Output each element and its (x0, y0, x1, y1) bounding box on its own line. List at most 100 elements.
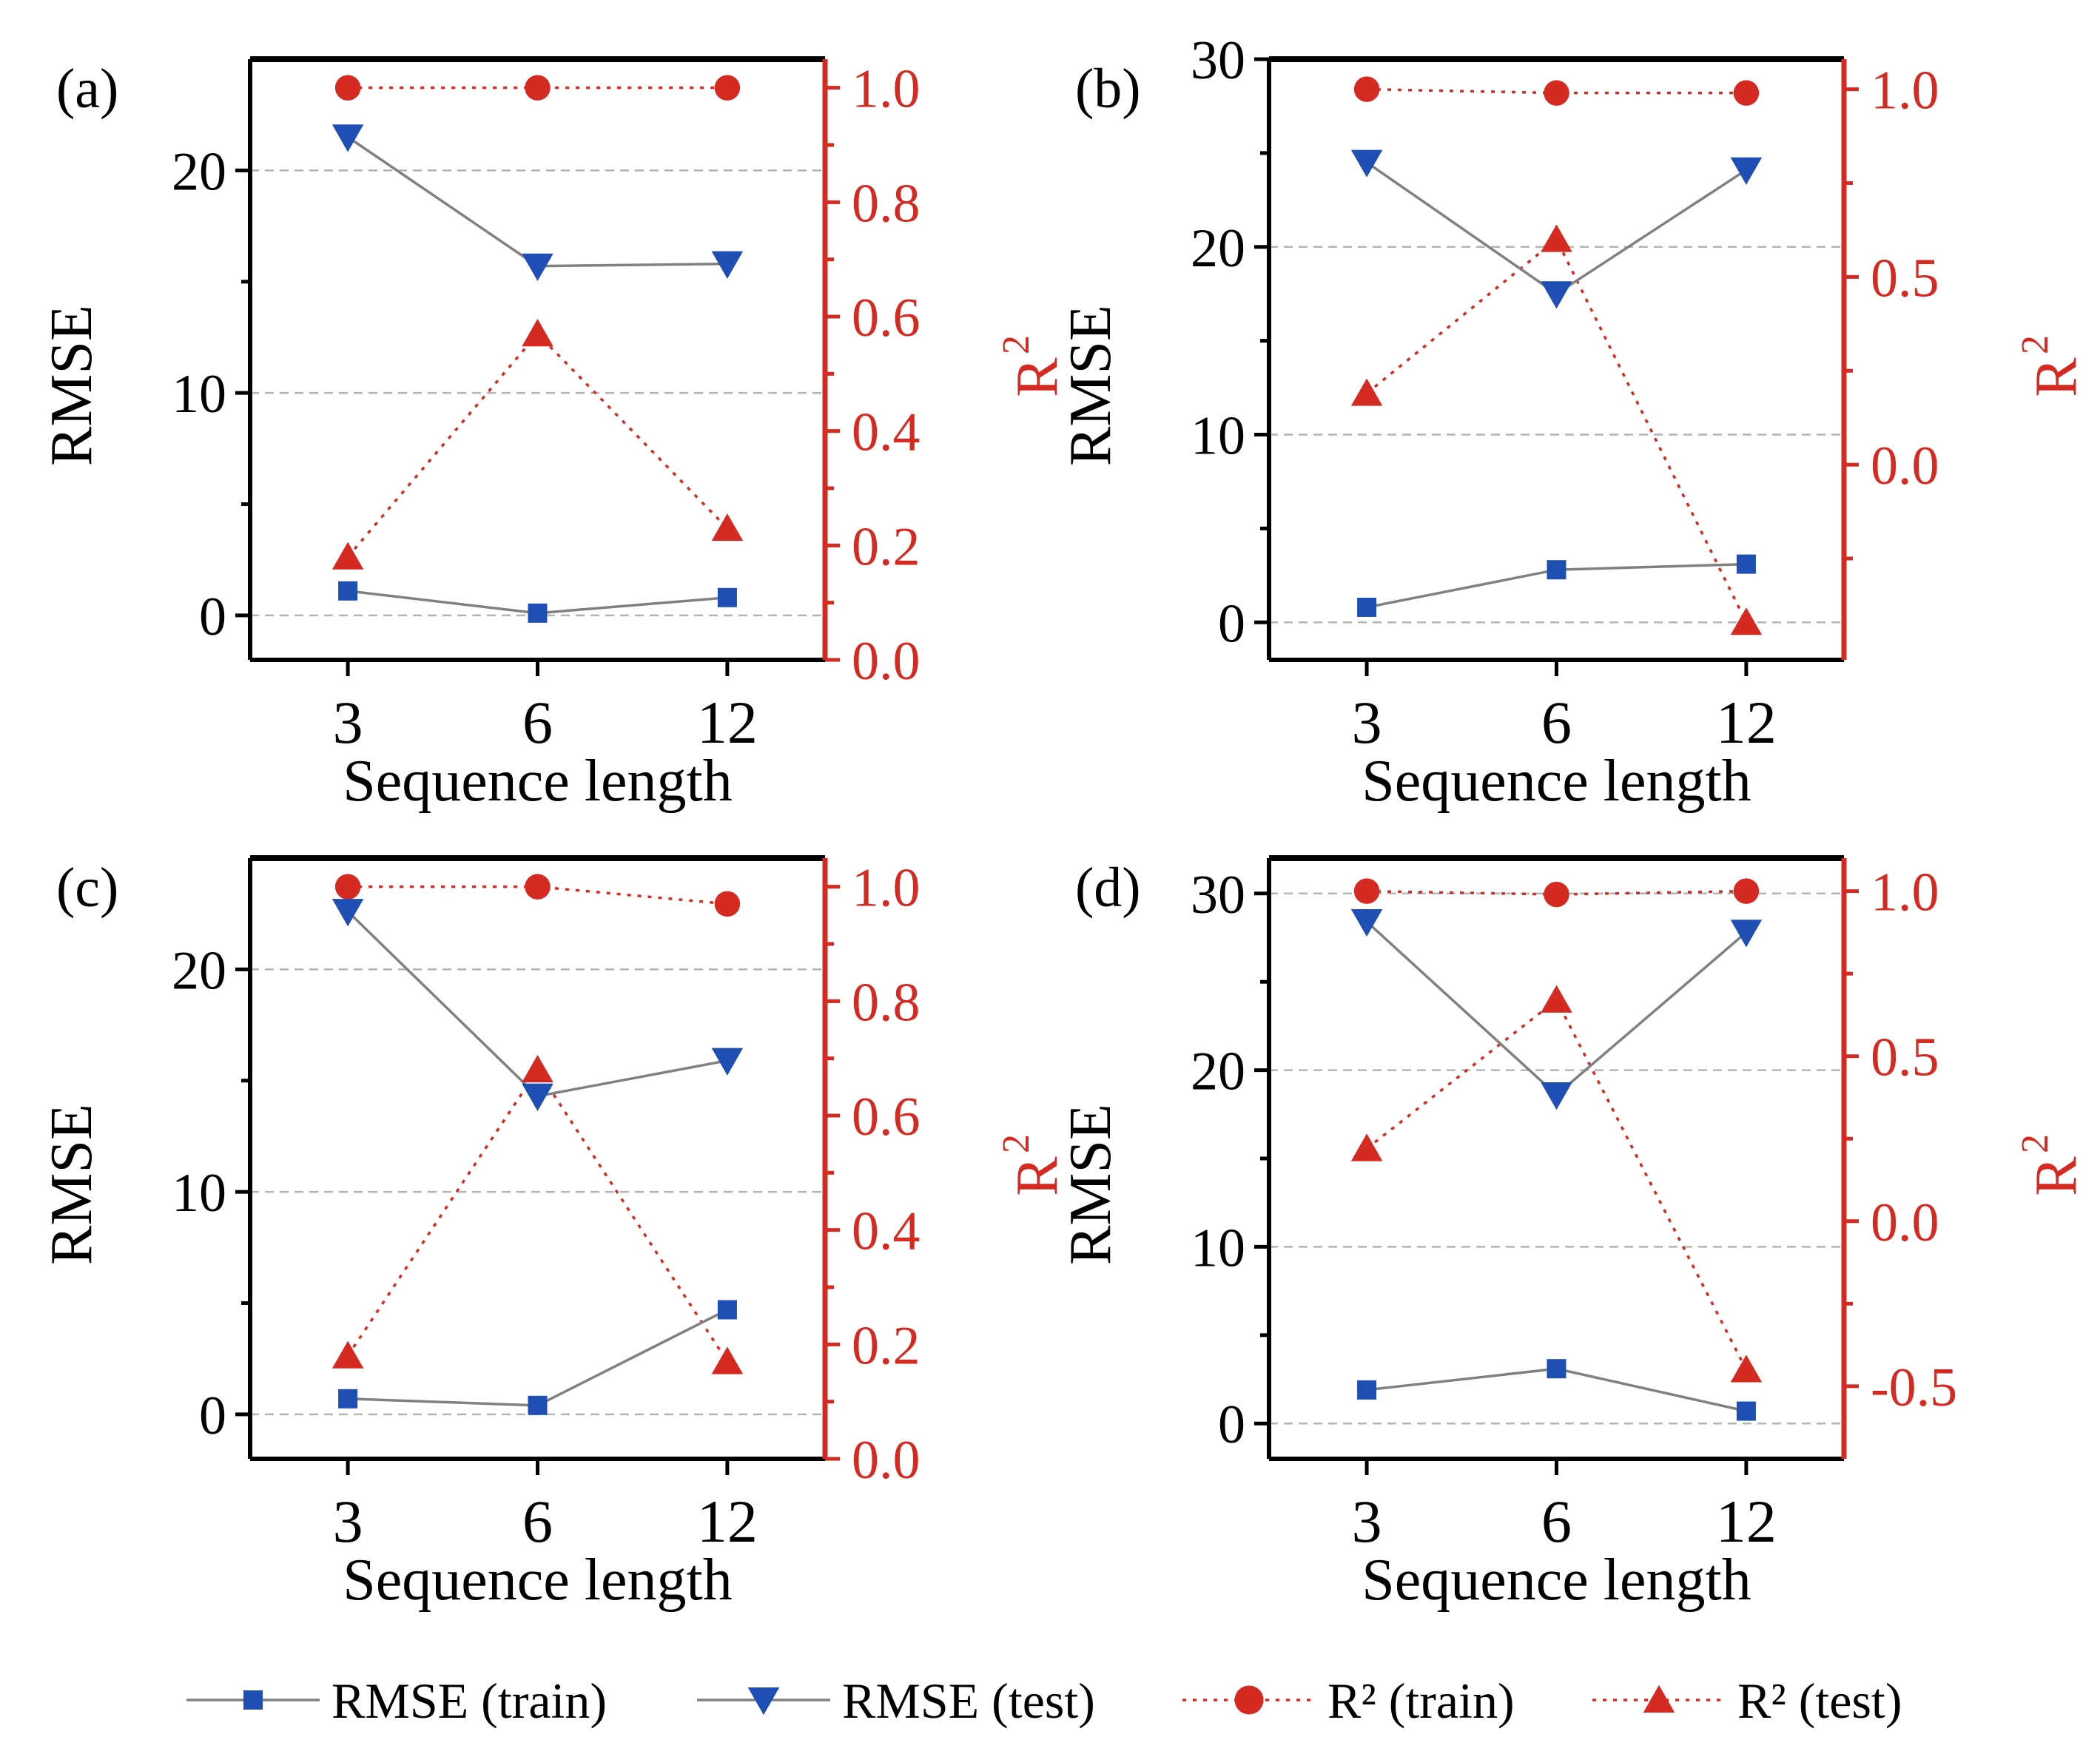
y-right-tick-label: 0.6 (852, 288, 921, 348)
y-right-axis-label-text: R (1005, 1156, 1070, 1196)
legend-item: R² (train) (1182, 1673, 1515, 1729)
r2-train-point (714, 891, 741, 917)
y-tick-label: 10 (172, 1163, 226, 1224)
y-tick-label: 0 (199, 587, 226, 647)
rmse-test-point (522, 253, 553, 281)
legend-label: RMSE (test) (842, 1673, 1095, 1729)
rmse-train-point (1736, 554, 1756, 574)
rmse-test-point (711, 1048, 744, 1076)
legend-marker (243, 1690, 263, 1710)
legend-marker (747, 1687, 780, 1716)
y-tick-label: 20 (172, 141, 226, 202)
x-axis-label: Sequence length (343, 749, 732, 814)
rmse-train-point (338, 1389, 358, 1409)
rmse-test-point (522, 1083, 553, 1111)
r2-test-line (346, 331, 729, 558)
y-right-tick-label: 0.2 (852, 516, 921, 577)
rmse-test-line (347, 135, 727, 268)
x-tick-label: 3 (1352, 689, 1382, 756)
rmse-test-point (1541, 1082, 1572, 1110)
legend-label: RMSE (train) (332, 1673, 607, 1729)
r2-test-line (1365, 237, 1748, 624)
y-axis-label: RMSE (39, 305, 104, 466)
y-right-axis-label: R2 (2014, 335, 2089, 397)
x-axis-label: Sequence length (1362, 749, 1751, 814)
y-tick-label: 20 (172, 940, 226, 1001)
x-tick-label: 12 (1716, 1488, 1777, 1555)
y-tick-label: 30 (1191, 30, 1245, 91)
rmse-test-point (332, 124, 364, 152)
rmse-train-line (348, 1308, 728, 1407)
r2-test-point (711, 1346, 744, 1374)
x-tick-label: 3 (333, 689, 363, 756)
y-right-tick-label: 0.0 (1871, 436, 1939, 496)
r2-test-line (346, 1067, 729, 1363)
x-tick-label: 12 (697, 689, 758, 756)
rmse-train-point (528, 1395, 548, 1415)
rmse-train-point (717, 1300, 737, 1320)
r2-train-point (334, 75, 361, 101)
y-right-tick-label: 0.4 (852, 402, 921, 463)
y-right-axis-label-sup: 2 (995, 335, 1037, 354)
x-tick-label: 6 (522, 689, 553, 756)
r2-test-point (522, 319, 553, 347)
r2-test-point (1730, 607, 1763, 635)
r2-test-point (1541, 985, 1572, 1013)
legend-item: RMSE (test) (697, 1673, 1095, 1729)
r2-test-point (711, 513, 744, 542)
x-tick-label: 3 (1352, 1488, 1382, 1555)
rmse-train-point (1547, 560, 1566, 580)
rmse-test-point (1350, 908, 1383, 937)
y-tick-label: 30 (1191, 865, 1245, 925)
x-axis-label: Sequence length (343, 1548, 732, 1613)
r2-test-point (332, 542, 364, 570)
legend-label: R² (train) (1327, 1673, 1515, 1729)
y-right-axis-label-text: R (2024, 1156, 2089, 1196)
rmse-test-point (332, 899, 364, 927)
r2-test-line (1366, 998, 1748, 1371)
r2-train-point (525, 75, 551, 101)
y-right-axis-label-sup: 2 (2014, 1134, 2056, 1153)
y-tick-label: 0 (1218, 1394, 1245, 1455)
r2-train-point (1544, 80, 1569, 106)
y-right-axis-label: R2 (995, 335, 1070, 397)
rmse-train-point (338, 581, 358, 601)
rmse-test-point (1730, 157, 1763, 185)
legend-item: R² (test) (1592, 1673, 1902, 1729)
rmse-train-point (1736, 1401, 1756, 1421)
y-tick-label: 0 (1218, 593, 1245, 654)
r2-test-point (522, 1054, 553, 1083)
y-axis-label: RMSE (39, 1104, 104, 1265)
y-tick-label: 20 (1191, 218, 1245, 279)
legend-marker (1643, 1684, 1675, 1713)
y-right-axis-label-text: R (1005, 357, 1070, 397)
r2-train-point (1733, 878, 1760, 904)
y-right-tick-label: 0.4 (852, 1201, 921, 1262)
x-tick-label: 3 (333, 1488, 363, 1555)
y-axis-label: RMSE (1058, 305, 1123, 466)
legend-marker (1234, 1685, 1264, 1715)
y-right-tick-label: 0.8 (852, 173, 921, 234)
rmse-train-point (1547, 1359, 1566, 1379)
y-right-tick-label: 1.0 (852, 59, 921, 120)
rmse-train-point (528, 603, 548, 623)
legend-item: RMSE (train) (186, 1673, 607, 1729)
x-tick-label: 12 (1716, 689, 1777, 756)
x-tick-label: 6 (522, 1488, 553, 1555)
y-right-tick-label: 0.0 (852, 1430, 921, 1491)
y-right-tick-label: 1.0 (852, 858, 921, 919)
y-right-axis-label-text: R (2024, 357, 2089, 397)
x-tick-label: 6 (1541, 689, 1572, 756)
legend: RMSE (train) RMSE (test) R² (train) R² (tes… (186, 1673, 1902, 1729)
r2-test-point (1350, 1133, 1383, 1161)
r2-train-point (525, 874, 551, 900)
rmse-test-point (1541, 281, 1572, 309)
r2-train-point (1353, 878, 1380, 904)
x-tick-label: 6 (1541, 1488, 1572, 1555)
y-right-tick-label: 0.5 (1871, 1028, 1939, 1088)
